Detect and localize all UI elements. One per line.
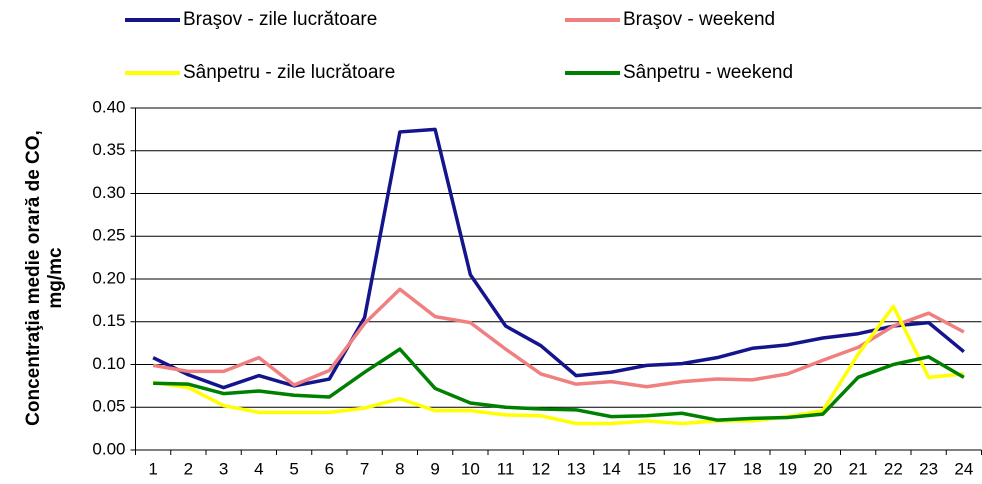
x-tick-label: 3 [219, 459, 228, 478]
series-line [152, 127, 965, 390]
series-line [152, 304, 965, 426]
x-tick-label: 19 [778, 459, 797, 478]
x-tick-label: 18 [743, 459, 762, 478]
x-tick-label: 22 [884, 459, 903, 478]
x-tick-label: 15 [637, 459, 656, 478]
x-tick-label: 13 [567, 459, 586, 478]
x-tick-label: 5 [289, 459, 298, 478]
y-axis-label: Concentraţia medie orară de CO, mg/mc [23, 130, 66, 426]
legend-label: Sânpetru - zile lucrătoare [183, 62, 395, 83]
y-tick-label: 0.05 [92, 397, 125, 416]
x-tick-label: 24 [954, 459, 973, 478]
y-tick-label: 0.30 [92, 183, 125, 202]
x-tick-label: 7 [360, 459, 369, 478]
x-tick-label: 14 [602, 459, 621, 478]
y-tick-label: 0.15 [92, 311, 125, 330]
x-tick-label: 8 [395, 459, 404, 478]
x-tick-label: 12 [531, 459, 550, 478]
y-tick-label: 0.40 [92, 97, 125, 116]
x-tick-label: 21 [849, 459, 868, 478]
x-tick-label: 9 [430, 459, 439, 478]
y-tick-label: 0.10 [92, 354, 125, 373]
y-axis-label-line: Concentraţia medie orară de CO, [23, 130, 44, 426]
x-tick-label: 11 [497, 459, 515, 478]
y-tick-label: 0.35 [92, 140, 125, 159]
y-tick-label: 0.25 [92, 226, 125, 245]
x-tick-label: 6 [325, 459, 334, 478]
series-line [152, 287, 965, 389]
x-tick-label: 17 [708, 459, 727, 478]
legend-label: Braşov - weekend [623, 9, 775, 30]
x-tick-label: 16 [672, 459, 691, 478]
legend-label: Braşov - zile lucrătoare [183, 9, 377, 30]
x-tick-label: 2 [184, 459, 193, 478]
x-tick-label: 20 [813, 459, 832, 478]
y-tick-label: 0.20 [92, 268, 125, 287]
x-tick-label: 1 [148, 459, 157, 478]
y-tick-label: 0.00 [92, 439, 125, 458]
x-tick-label: 10 [461, 459, 480, 478]
x-tick-label: 4 [254, 459, 263, 478]
series-line [153, 347, 965, 422]
x-tick-label: 23 [919, 459, 938, 478]
legend-label: Sânpetru - weekend [623, 62, 793, 83]
y-axis-label-line: mg/mc [45, 247, 66, 309]
